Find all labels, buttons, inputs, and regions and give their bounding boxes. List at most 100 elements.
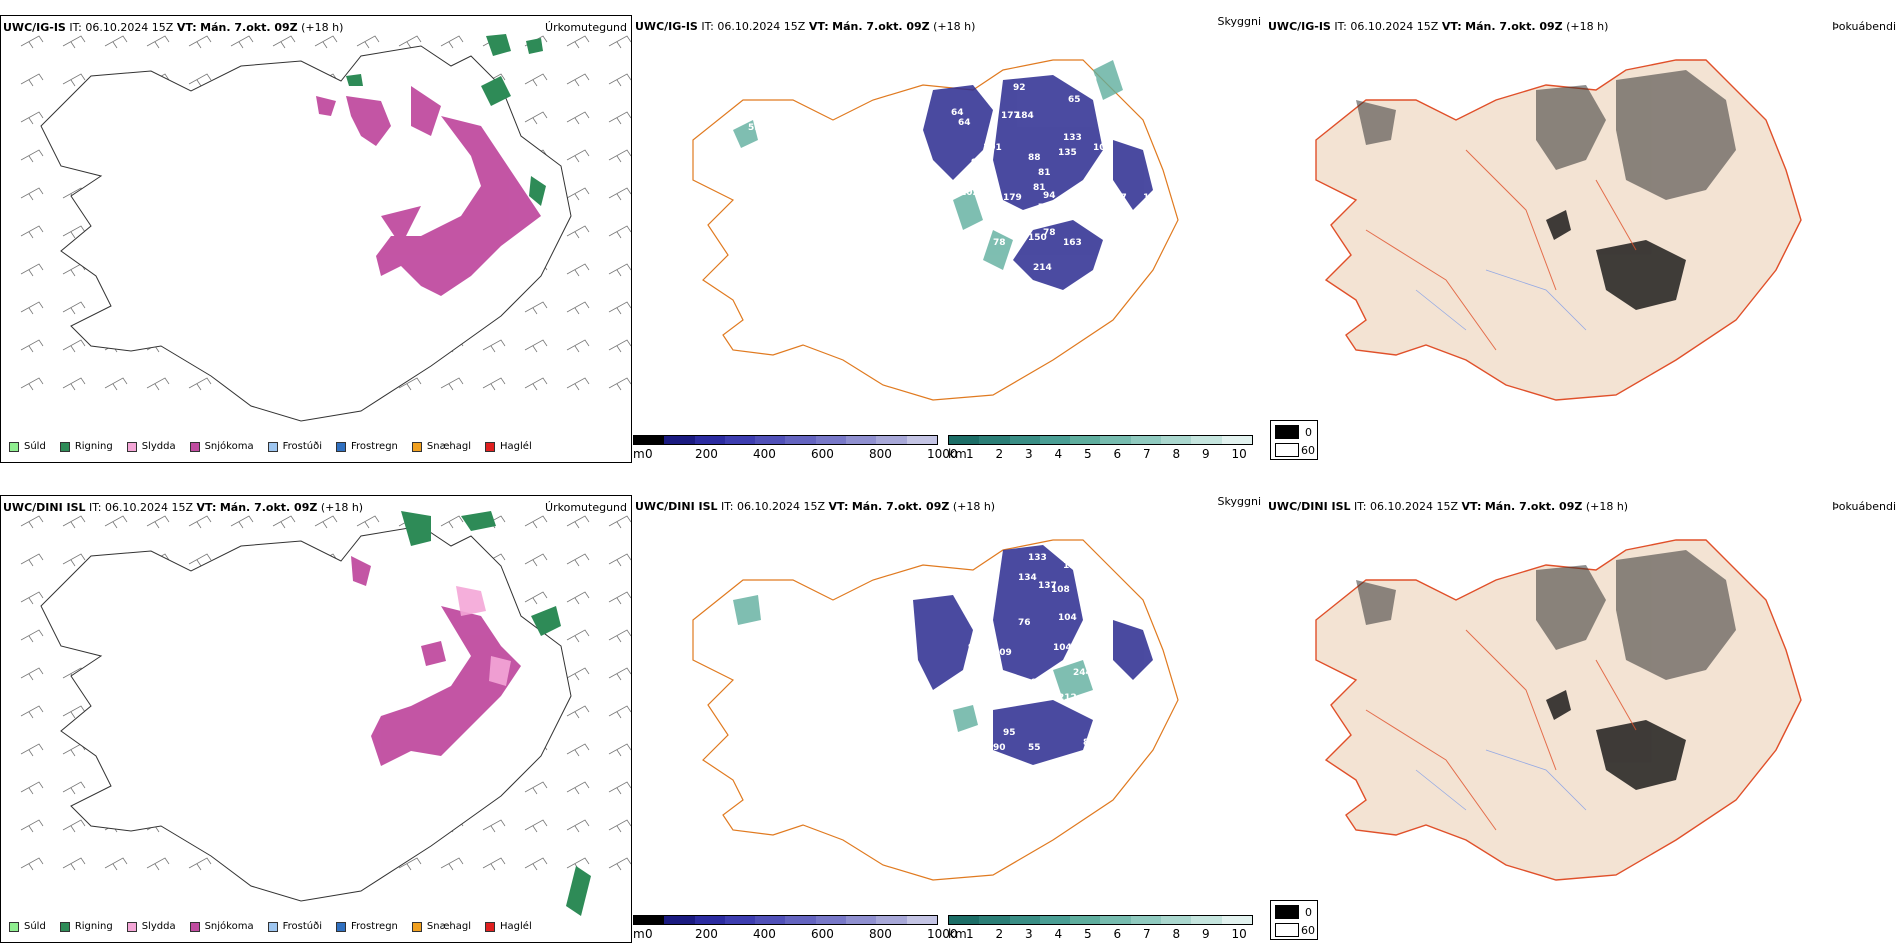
wind-barb xyxy=(62,35,86,49)
it-label: IT: xyxy=(721,500,734,513)
wind-barb xyxy=(188,553,212,567)
model-name: UWC/IG-IS xyxy=(1268,20,1331,33)
wind-barb xyxy=(440,515,464,529)
cloud-value-label: 64 xyxy=(1213,643,1226,653)
precip-legend-label: Slydda xyxy=(141,921,176,932)
panel-header: UWC/IG-IS IT: 06.10.2024 15Z VT: Mán. 7.… xyxy=(1268,20,1608,33)
precip-legend-swatch xyxy=(126,921,137,932)
lead-time: (+18 h) xyxy=(933,20,976,33)
wind-barb xyxy=(566,301,590,315)
cloud-value-label: 54 xyxy=(1168,143,1181,153)
cloud-panel-top: UWC/IG-IS IT: 06.10.2024 15Z VT: Mán. 7.… xyxy=(633,15,1265,463)
precip-panel-bottom: UWC/DINI ISL IT: 06.10.2024 15Z VT: Mán.… xyxy=(0,495,632,943)
precip-legend-swatch xyxy=(485,921,496,932)
wind-barb xyxy=(566,819,590,833)
visibility-tick: 3 xyxy=(1025,927,1033,941)
cloud-value-label: 81 xyxy=(1033,183,1046,193)
wind-barb xyxy=(566,743,590,757)
cloud-base-tick: 0 xyxy=(645,447,653,461)
cloud-value-label: 213 xyxy=(1098,703,1117,713)
wind-barb xyxy=(188,515,212,529)
cloud-base-colorbar xyxy=(633,915,938,925)
precip-legend-label: Súld xyxy=(24,921,46,932)
wind-barb xyxy=(608,301,631,315)
precip-legend: Súld Rigning Slydda Snjókoma Frostúði Frostre… xyxy=(9,441,546,452)
iceland-map-fog xyxy=(1315,539,1802,881)
wind-barb xyxy=(566,339,590,353)
wind-barb xyxy=(608,149,631,163)
panel-title: Skyggni xyxy=(1217,15,1261,28)
wind-barb xyxy=(566,187,590,201)
wind-barb xyxy=(104,377,128,391)
it-value: 06.10.2024 15Z xyxy=(1350,20,1439,33)
it-label: IT: xyxy=(1334,20,1347,33)
panel-title: Skyggni xyxy=(1217,495,1261,508)
visibility-tick: 7 xyxy=(1143,927,1151,941)
precip-legend-swatch xyxy=(189,441,200,452)
wind-barb xyxy=(524,553,548,567)
cloud-value-label: 142 xyxy=(1078,581,1097,591)
lead-time: (+18 h) xyxy=(320,501,364,514)
cloud-value-label: 95 xyxy=(1003,728,1016,738)
wind-barb xyxy=(524,339,548,353)
precip-legend-item: Rigning xyxy=(59,441,113,452)
precip-legend-label: Snæhagl xyxy=(426,441,472,452)
cloud-value-label: 23 xyxy=(1103,115,1116,125)
precip-legend-swatch xyxy=(336,921,346,932)
precip-legend-label: Snæhagl xyxy=(426,921,472,932)
precip-legend-item: Snjókoma xyxy=(189,441,254,452)
wind-barb xyxy=(188,35,212,49)
vt-label: VT: xyxy=(176,21,197,34)
cloud-value-label: 24 xyxy=(1198,653,1211,663)
wind-barb xyxy=(20,73,44,87)
visibility-tick: 1 xyxy=(966,927,974,941)
precip-legend-item: Haglél xyxy=(485,921,532,932)
wind-barb xyxy=(608,35,631,49)
visibility-unit: km xyxy=(948,927,967,941)
vt-label: VT: xyxy=(1461,500,1482,513)
cloud-value-label: 90 xyxy=(993,743,1006,753)
precip-legend-label: Snjókoma xyxy=(204,441,254,452)
precip-legend-swatch xyxy=(126,441,137,452)
fog-legend-low-swatch xyxy=(1275,443,1299,457)
cloud-value-label: 88 xyxy=(1028,153,1041,163)
wind-barb xyxy=(62,705,86,719)
lead-time: (+18 h) xyxy=(1585,500,1629,513)
cloud-base-tick: 1000 xyxy=(927,927,958,941)
lead-time: (+18 h) xyxy=(1566,20,1609,33)
wind-barb xyxy=(608,553,631,567)
wind-barb xyxy=(272,35,296,49)
panel-header: UWC/DINI ISL IT: 06.10.2024 15Z VT: Mán.… xyxy=(3,501,363,514)
cloud-value-label: 55 xyxy=(1028,743,1041,753)
precip-legend-swatch xyxy=(59,921,70,932)
vt-label: VT: xyxy=(1441,20,1462,33)
visibility-tick: 1 xyxy=(966,447,974,461)
cloud-value-label: 177 xyxy=(1001,111,1020,121)
wind-barb xyxy=(608,263,631,277)
wind-barb xyxy=(566,111,590,125)
cloud-value-label: 65 xyxy=(1068,95,1081,105)
wind-barb xyxy=(566,149,590,163)
wind-barb xyxy=(398,857,422,871)
wind-barb xyxy=(482,857,506,871)
cloud-value-label: 150 xyxy=(1028,233,1047,243)
cloud-base-tick: 600 xyxy=(811,447,834,461)
precip-legend-swatch xyxy=(336,441,346,452)
wind-barb xyxy=(566,377,590,391)
it-value: 06.10.2024 15Z xyxy=(85,21,174,34)
cloud-value-label: 201 xyxy=(1103,668,1122,678)
precip-legend-label: Rigning xyxy=(74,921,113,932)
cloud-value-label: 103 xyxy=(1088,693,1107,703)
wind-barb xyxy=(314,515,338,529)
cloud-value-label: 64 xyxy=(958,118,971,128)
fog-legend: 0 60 xyxy=(1270,900,1318,940)
cloud-base-tick: 0 xyxy=(645,927,653,941)
cloud-value-label: 103 xyxy=(911,723,930,733)
fog-legend-low: 60 xyxy=(1301,924,1315,937)
wind-barb xyxy=(608,857,631,871)
precip-legend-item: Súld xyxy=(9,921,46,932)
wind-barb xyxy=(608,819,631,833)
cloud-value-label: 108 xyxy=(1051,585,1070,595)
cloud-value-label: 135 xyxy=(1058,148,1077,158)
it-label: IT: xyxy=(701,20,714,33)
